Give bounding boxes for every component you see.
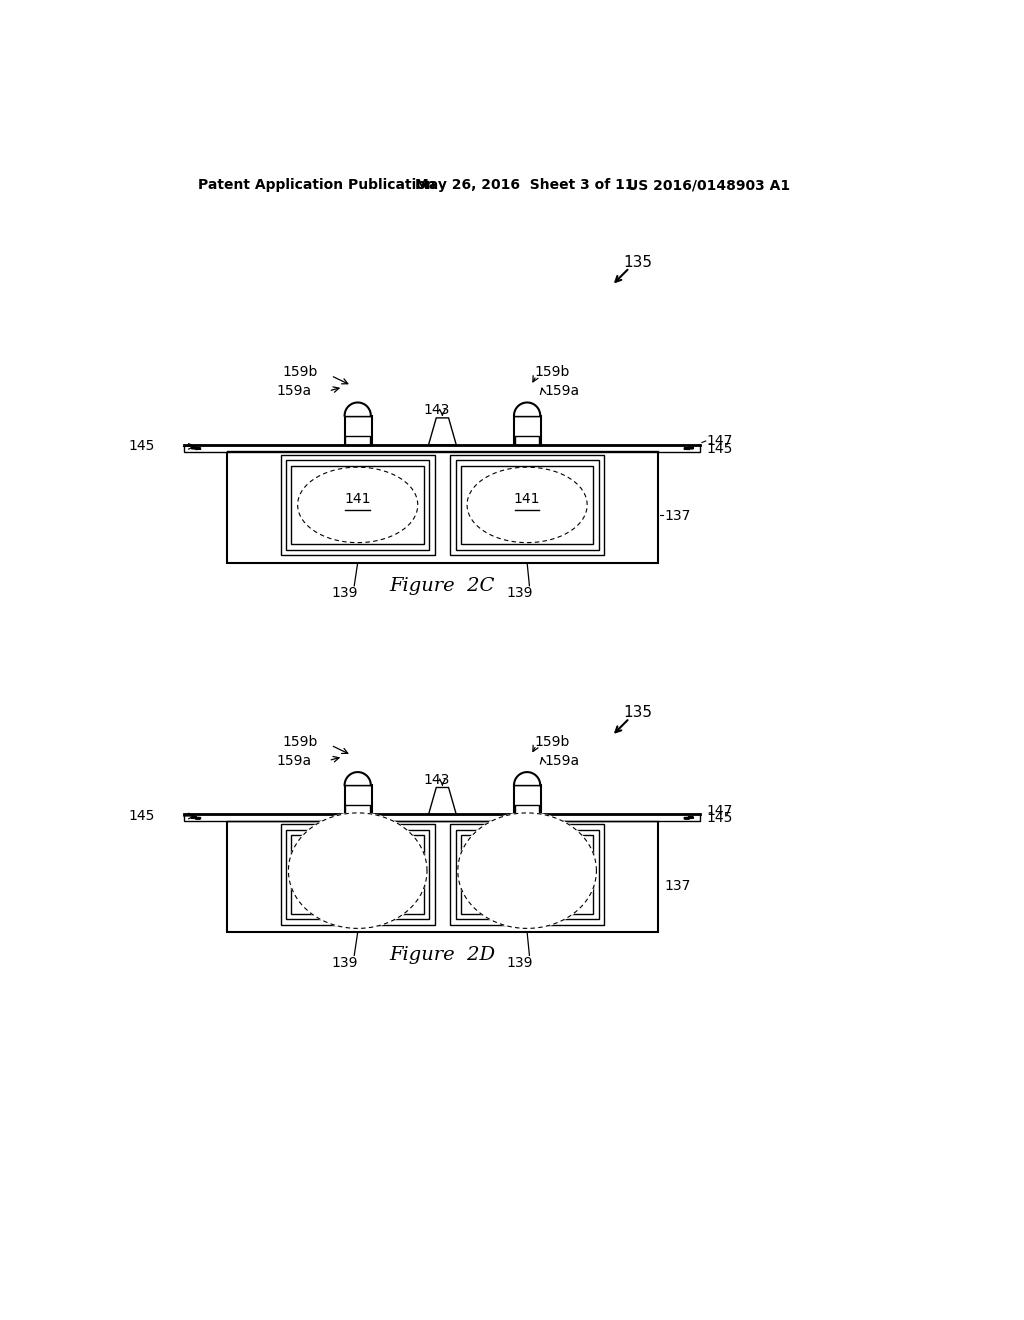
Polygon shape (515, 805, 540, 814)
Bar (292, 836, 424, 913)
Text: 145: 145 (129, 809, 156, 822)
Polygon shape (429, 788, 457, 814)
Text: 159b: 159b (535, 366, 570, 379)
Text: 159b: 159b (283, 735, 317, 748)
Text: 147: 147 (707, 804, 733, 817)
Bar (451, 825, 604, 924)
Bar (184, 814, 700, 821)
Bar (451, 455, 604, 554)
Text: 143: 143 (423, 772, 450, 787)
Bar (226, 451, 658, 562)
Bar (345, 785, 372, 814)
Text: 139: 139 (507, 956, 534, 970)
Bar (514, 785, 541, 814)
Polygon shape (289, 813, 427, 928)
Text: 141: 141 (344, 862, 371, 875)
Bar (456, 830, 599, 919)
Text: 145: 145 (707, 812, 733, 825)
Text: US 2016/0148903 A1: US 2016/0148903 A1 (628, 178, 791, 193)
Polygon shape (345, 403, 371, 416)
Text: 159b: 159b (283, 366, 317, 379)
Text: 141: 141 (514, 492, 541, 506)
Text: Figure  2D: Figure 2D (389, 946, 496, 965)
Text: 135: 135 (624, 255, 652, 269)
Polygon shape (345, 436, 370, 445)
Bar (286, 461, 429, 549)
Polygon shape (429, 418, 457, 445)
Polygon shape (514, 403, 541, 416)
Polygon shape (515, 436, 540, 445)
Text: 159b: 159b (535, 735, 570, 748)
Bar (461, 836, 593, 913)
Text: 143: 143 (423, 403, 450, 417)
Polygon shape (345, 772, 371, 785)
Polygon shape (458, 813, 596, 928)
Text: 159a: 159a (544, 754, 580, 767)
Bar (226, 821, 658, 932)
Text: 139: 139 (332, 586, 358, 601)
Text: 141: 141 (344, 492, 371, 506)
Text: 159a: 159a (276, 384, 311, 397)
Text: Patent Application Publication: Patent Application Publication (199, 178, 436, 193)
Bar (461, 466, 593, 544)
Text: May 26, 2016  Sheet 3 of 11: May 26, 2016 Sheet 3 of 11 (416, 178, 635, 193)
Bar (184, 445, 700, 451)
Text: 159a: 159a (276, 754, 311, 767)
Text: 147: 147 (707, 434, 733, 447)
Bar (292, 466, 424, 544)
Text: 145: 145 (129, 440, 156, 453)
Text: 145: 145 (707, 442, 733, 455)
Bar (281, 825, 435, 924)
Text: 139: 139 (507, 586, 534, 601)
Text: Figure  2C: Figure 2C (390, 577, 495, 595)
Polygon shape (345, 805, 370, 814)
Text: 137: 137 (665, 879, 690, 894)
Bar (286, 830, 429, 919)
Text: 159a: 159a (544, 384, 580, 397)
Bar (281, 455, 435, 554)
Text: 139: 139 (332, 956, 358, 970)
Text: 135: 135 (624, 705, 652, 721)
Text: 137: 137 (665, 510, 690, 524)
Bar (345, 416, 372, 445)
Polygon shape (514, 772, 541, 785)
Text: 141: 141 (514, 862, 541, 875)
Bar (456, 461, 599, 549)
Bar (514, 416, 541, 445)
